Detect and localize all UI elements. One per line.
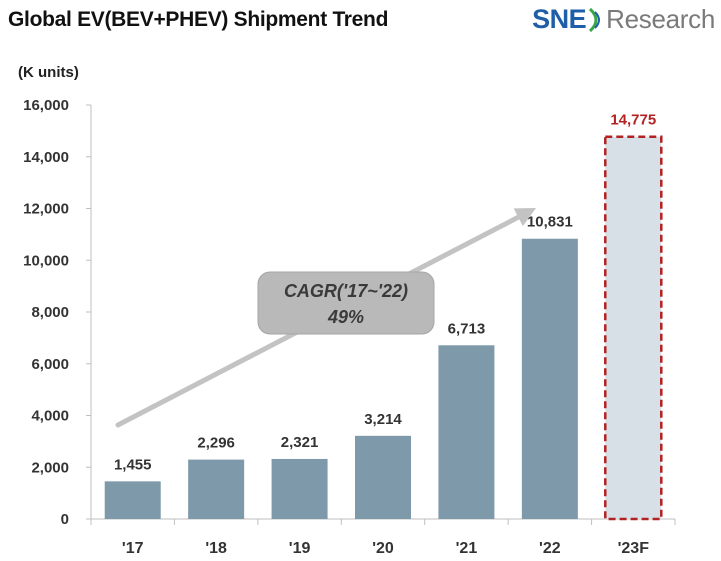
y-tick-label: 4,000	[31, 408, 69, 425]
bar	[188, 459, 245, 519]
forecast-bar	[604, 135, 663, 521]
cagr-callout-line1: CAGR('17~'22)	[284, 281, 408, 301]
bar-value-label: 3,214	[364, 411, 402, 428]
bar-value-label: 2,296	[197, 435, 235, 452]
bar	[521, 238, 578, 520]
cagr-callout-line2: 49%	[327, 307, 364, 327]
x-tick-label: '20	[372, 540, 394, 557]
x-tick-label: '17	[122, 540, 144, 557]
bar-value-label: 2,321	[281, 434, 319, 451]
y-tick-label: 12,000	[23, 201, 69, 218]
x-tick-label: '19	[289, 540, 311, 557]
bar-value-label: 14,775	[610, 112, 656, 129]
y-tick-label: 0	[61, 511, 69, 528]
bar-value-label: 6,713	[448, 320, 486, 337]
bar-value-label: 10,831	[527, 214, 573, 231]
bar	[271, 458, 328, 519]
y-axis-unit-label: (K units)	[18, 64, 79, 81]
x-tick-label: '18	[205, 540, 227, 557]
logo-research-text: Research	[606, 4, 715, 34]
logo-swoosh-icon	[589, 7, 601, 32]
y-tick-label: 14,000	[23, 149, 69, 166]
y-tick-label: 6,000	[31, 356, 69, 373]
bar	[104, 481, 161, 519]
growth-arrow-head	[513, 208, 536, 227]
y-tick-label: 10,000	[23, 252, 69, 269]
bar	[355, 435, 411, 519]
x-tick-label: '21	[456, 540, 478, 557]
bar	[438, 345, 495, 519]
logo-sne-text: SNE	[532, 4, 587, 34]
x-tick-label: '22	[539, 540, 561, 557]
y-tick-label: 16,000	[23, 97, 69, 114]
x-tick-label: '23F	[618, 540, 650, 557]
y-tick-label: 8,000	[31, 304, 69, 321]
sne-research-logo: SNE Research	[532, 4, 715, 35]
y-tick-label: 2,000	[31, 459, 69, 476]
cagr-callout-box	[257, 271, 435, 335]
bar-value-label: 1,455	[114, 456, 152, 473]
chart-title: Global EV(BEV+PHEV) Shipment Trend	[8, 8, 389, 31]
